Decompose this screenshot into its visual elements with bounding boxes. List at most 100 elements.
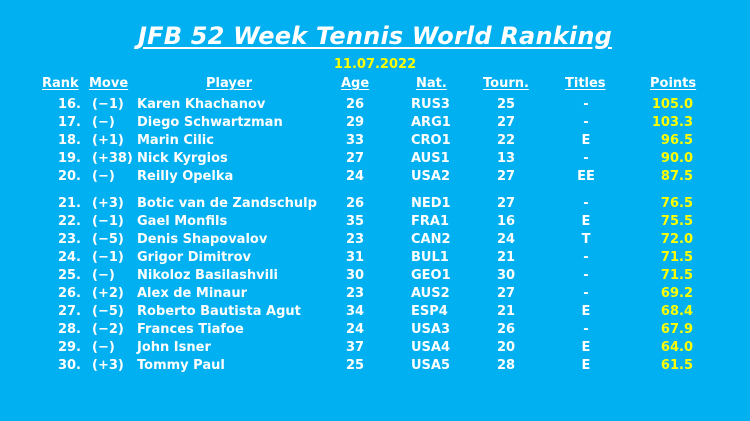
table-row: 22. (−1) Gael Monfils 35 FRA1 16 E 75.5 (0, 214, 750, 232)
player-cell: Grigor Dimitrov (137, 250, 251, 265)
titles-value: EE (577, 169, 595, 184)
move-cell: (−) (92, 340, 115, 355)
age-cell: 26 (346, 196, 365, 211)
table-row: 27. (−5) Roberto Bautista Agut 34 ESP4 21 E 68.… (0, 304, 750, 322)
player-cell: Botic van de Zandschulp (137, 196, 317, 211)
move-cell: (−) (92, 115, 115, 130)
titles-value: E (581, 304, 591, 319)
tourn-cell: 16 (497, 214, 516, 229)
player-cell: Gael Monfils (137, 214, 228, 229)
rank-cell: 22. (57, 214, 81, 229)
age-cell: 29 (346, 115, 365, 130)
tourn-cell: 21 (497, 304, 516, 319)
tourn-cell: 27 (497, 169, 516, 184)
table-row: 16. (−1) Karen Khachanov 26 RUS3 25 - 105.0 (0, 97, 750, 115)
tourn-cell: 30 (497, 268, 516, 283)
nat-cell: USA2 (411, 169, 451, 184)
rank-cell: 19. (57, 151, 81, 166)
rank-cell: 28. (57, 322, 81, 337)
titles-value: T (581, 232, 591, 247)
player-cell: Denis Shapovalov (137, 232, 268, 247)
nat-cell: ARG1 (411, 115, 451, 130)
age-cell: 23 (346, 232, 365, 247)
player-cell: Tommy Paul (137, 358, 225, 373)
age-cell: 26 (346, 97, 365, 112)
header-age: Age (341, 76, 370, 91)
player-cell: Nick Kyrgios (137, 151, 228, 166)
points-cell: 61.5 (660, 358, 693, 373)
points-cell: 103.3 (651, 115, 693, 130)
rank-cell: 16. (57, 97, 81, 112)
nat-cell: CAN2 (411, 232, 451, 247)
nat-cell: CRO1 (411, 133, 451, 148)
header-tourn: Tourn. (483, 76, 529, 91)
move-cell: (+3) (92, 358, 124, 373)
age-cell: 30 (346, 268, 365, 283)
table-row: 23. (−5) Denis Shapovalov 23 CAN2 24 T 72.0 (0, 232, 750, 250)
tourn-cell: 25 (497, 97, 516, 112)
ranking-date: 11.07.2022 (333, 57, 417, 72)
age-cell: 24 (346, 169, 365, 184)
nat-cell: GEO1 (411, 268, 451, 283)
move-cell: (−2) (92, 322, 124, 337)
titles-value: E (581, 340, 591, 355)
header-player: Player (206, 76, 253, 91)
table-row: 18. (+1) Marin Cilic 33 CRO1 22 E 96.5 (0, 133, 750, 151)
player-cell: Alex de Minaur (137, 286, 247, 301)
rank-cell: 17. (57, 115, 81, 130)
ranking-title: JFB 52 Week Tennis World Ranking (138, 22, 612, 50)
tourn-cell: 20 (497, 340, 516, 355)
table-row: 20. (−) Reilly Opelka 24 USA2 27 EE 87.5 (0, 169, 750, 187)
move-cell: (−5) (92, 232, 124, 247)
titles-value: - (583, 115, 589, 130)
nat-cell: AUS2 (411, 286, 450, 301)
nat-cell: USA5 (411, 358, 451, 373)
nat-cell: RUS3 (411, 97, 450, 112)
points-cell: 71.5 (660, 250, 693, 265)
table-row: 29. (−) John Isner 37 USA4 20 E 64.0 (0, 340, 750, 358)
move-cell: (+2) (92, 286, 124, 301)
nat-cell: FRA1 (411, 214, 449, 229)
rank-cell: 18. (57, 133, 81, 148)
player-cell: Reilly Opelka (137, 169, 234, 184)
move-cell: (−) (92, 268, 115, 283)
player-cell: Marin Cilic (137, 133, 214, 148)
age-cell: 23 (346, 286, 365, 301)
table-row: 28. (−2) Frances Tiafoe 24 USA3 26 - 67.9 (0, 322, 750, 340)
table-row: 19. (+38) Nick Kyrgios 27 AUS1 13 - 90.0 (0, 151, 750, 169)
move-cell: (−1) (92, 250, 124, 265)
header-rank: Rank (42, 76, 79, 91)
age-cell: 33 (346, 133, 365, 148)
points-cell: 87.5 (660, 169, 693, 184)
titles-value: - (583, 268, 589, 283)
rank-cell: 26. (57, 286, 81, 301)
titles-value: E (581, 214, 591, 229)
rank-cell: 21. (57, 196, 81, 211)
player-cell: Diego Schwartzman (137, 115, 283, 130)
move-cell: (+3) (92, 196, 124, 211)
rank-cell: 29. (57, 340, 81, 355)
age-cell: 24 (346, 322, 365, 337)
age-cell: 25 (346, 358, 365, 373)
table-row: 21. (+3) Botic van de Zandschulp 26 NED1 27 - 7… (0, 196, 750, 214)
points-cell: 67.9 (660, 322, 693, 337)
titles-value: - (583, 196, 589, 211)
move-cell: (−5) (92, 304, 124, 319)
move-cell: (−1) (92, 97, 124, 112)
nat-cell: USA4 (411, 340, 451, 355)
points-cell: 71.5 (660, 268, 693, 283)
titles-value: E (581, 358, 591, 373)
nat-cell: NED1 (411, 196, 451, 211)
points-cell: 105.0 (651, 97, 693, 112)
tourn-cell: 27 (497, 286, 516, 301)
header-points: Points (650, 76, 697, 91)
player-cell: Frances Tiafoe (137, 322, 244, 337)
move-cell: (+1) (92, 133, 124, 148)
points-cell: 72.0 (660, 232, 693, 247)
tourn-cell: 28 (497, 358, 516, 373)
player-cell: Nikoloz Basilashvili (137, 268, 278, 283)
table-row: 25. (−) Nikoloz Basilashvili 30 GEO1 30 - 71.5 (0, 268, 750, 286)
tourn-cell: 22 (497, 133, 516, 148)
rank-cell: 27. (57, 304, 81, 319)
table-row: 30. (+3) Tommy Paul 25 USA5 28 E 61.5 (0, 358, 750, 376)
